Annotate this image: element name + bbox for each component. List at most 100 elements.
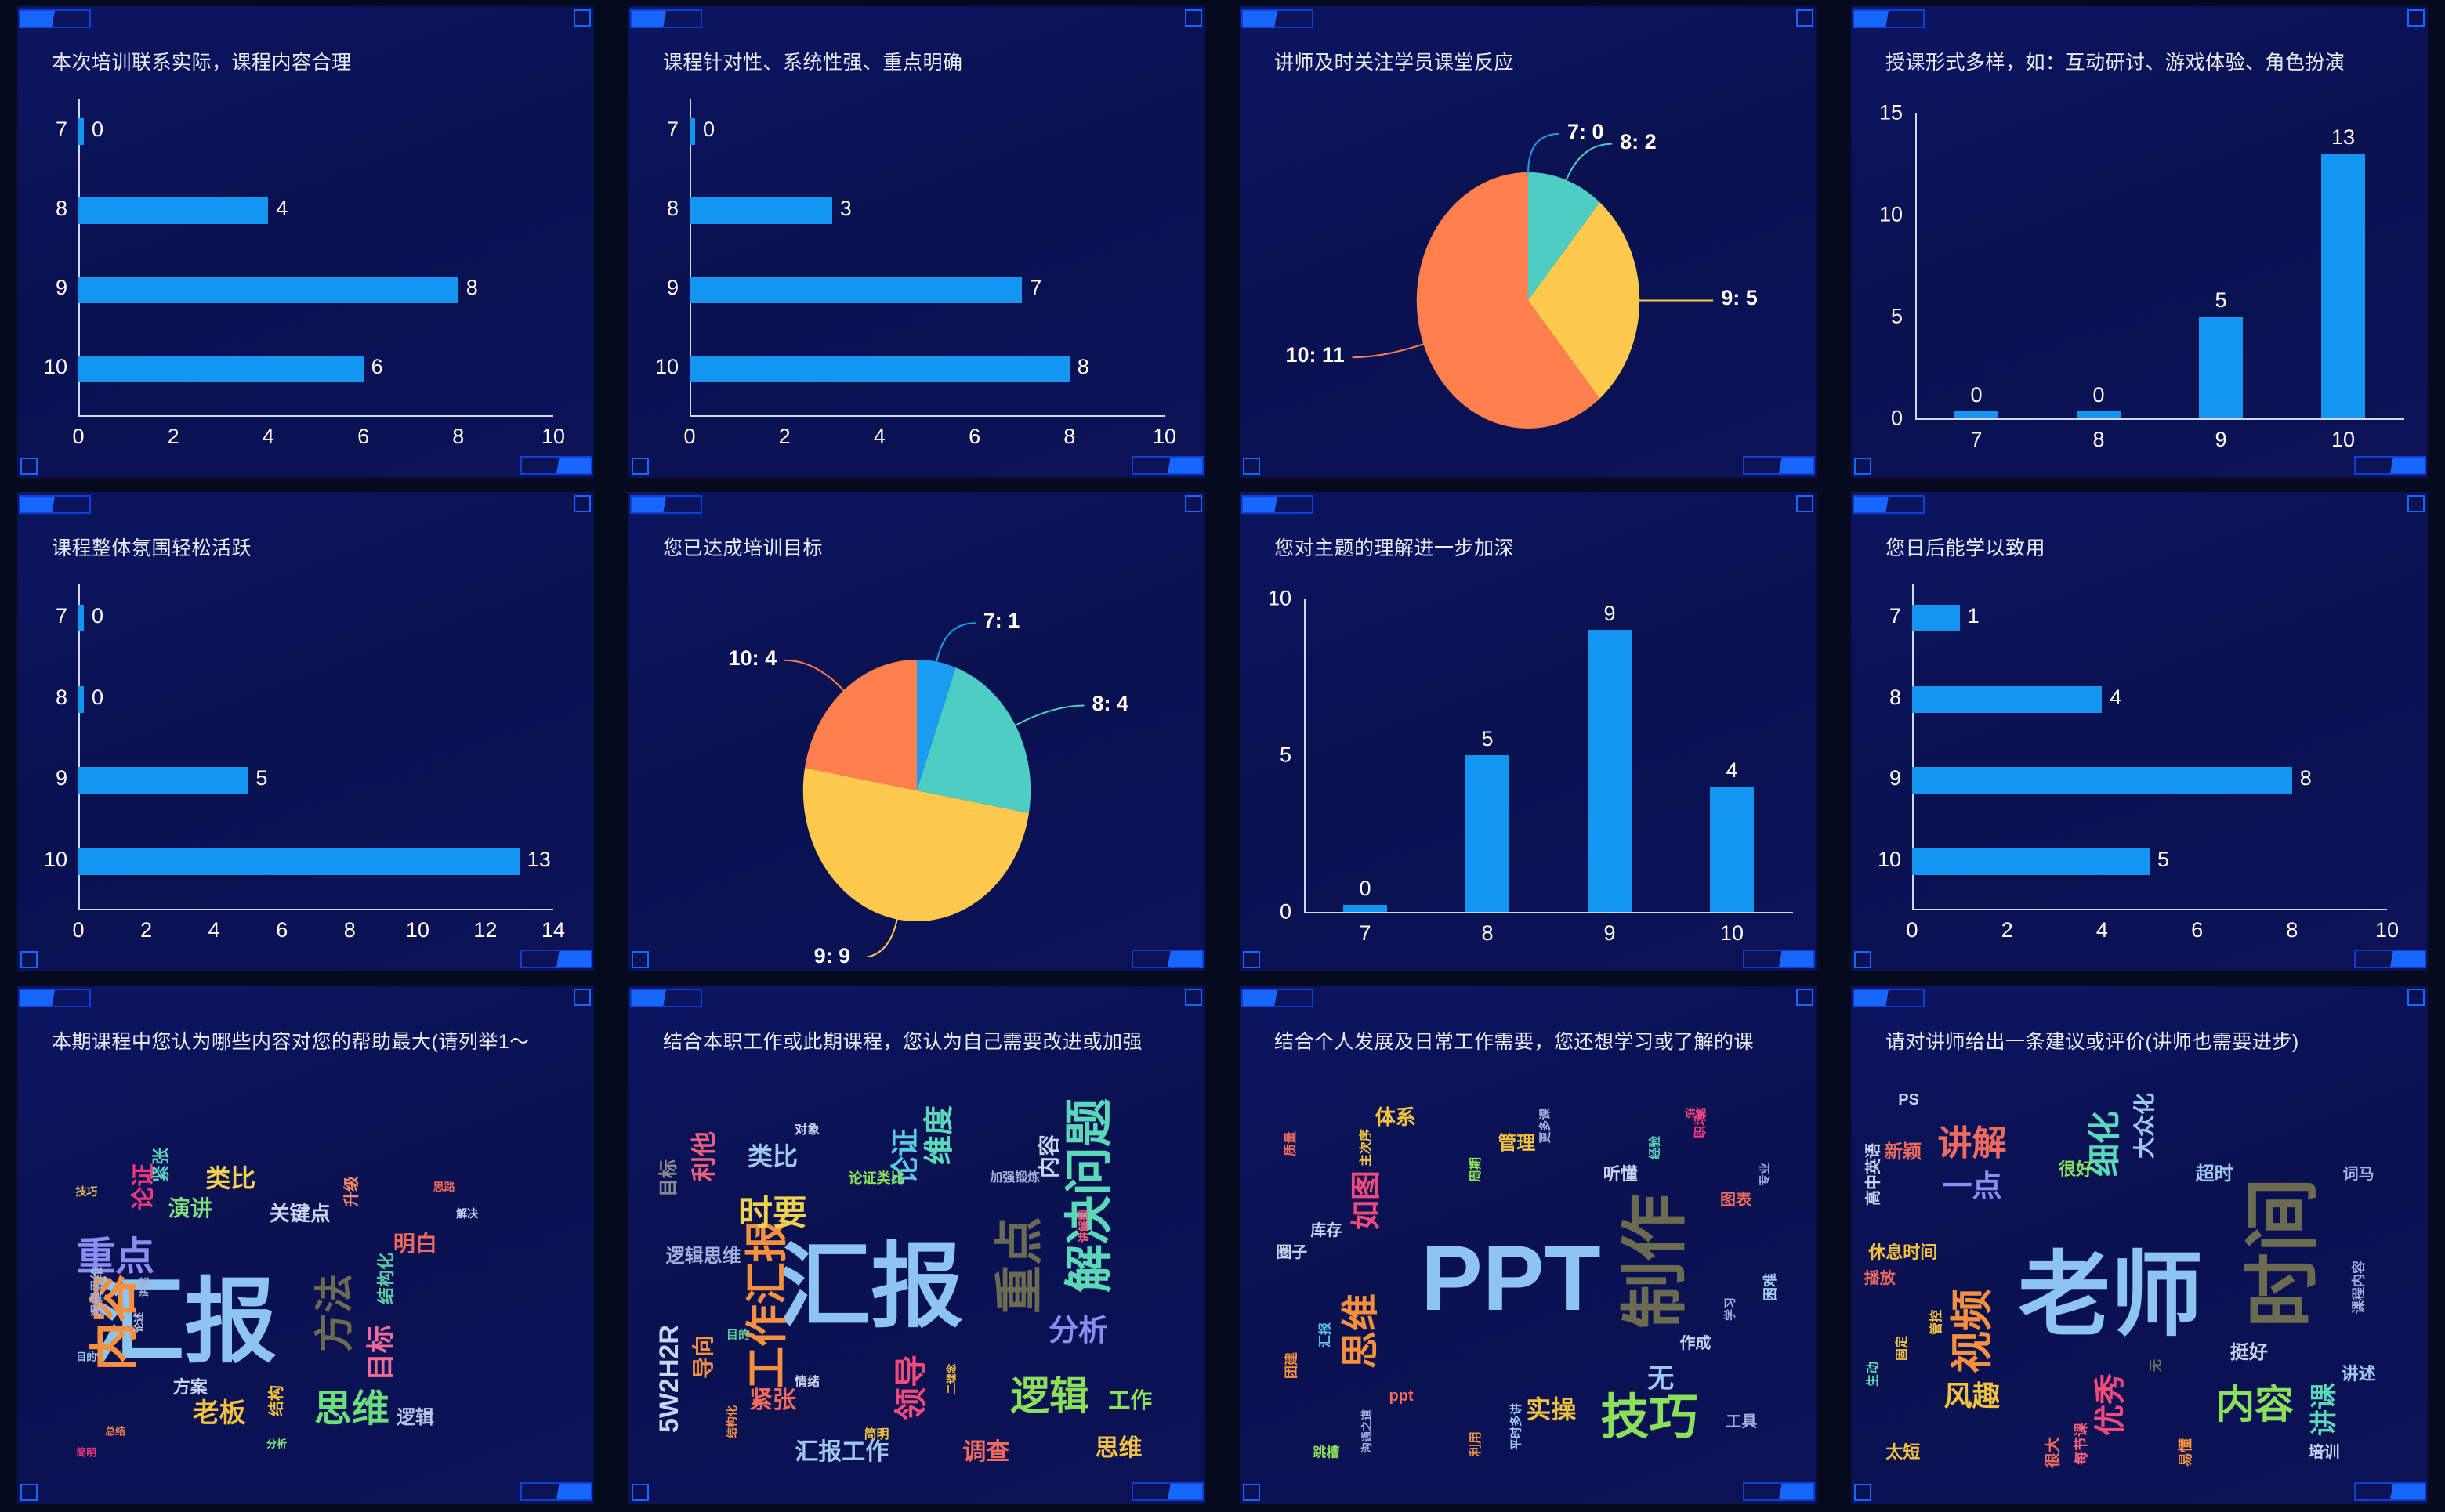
column [2321,154,2365,418]
bar [690,197,832,225]
bar [1912,767,2292,794]
x-axis-tick: 0 [683,425,696,448]
panel-title: 本次培训联系实际，课程内容合理 [52,52,352,74]
x-axis-tick: 7 [1359,921,1371,945]
word-cloud-term: 易懂 [2177,1438,2193,1467]
x-axis-tick: 2 [2001,918,2013,942]
word-cloud-term: 类比 [205,1164,256,1193]
corner-decoration-tl [1241,495,1313,514]
bar-category-label: 10 [654,355,679,379]
word-cloud-term: 调查 [962,1439,1010,1466]
bar [78,685,84,713]
panel-title: 您日后能学以致用 [1885,537,2046,559]
word-cloud-term: 重点 [993,1217,1048,1315]
x-axis-line [690,415,1165,417]
corner-decoration-tr [2407,989,2425,1006]
pie-slice-label: 8: 2 [1620,129,1657,154]
pie-leader-line [1352,342,1425,359]
column-value-label: 0 [1970,383,1983,407]
word-cloud-term: 时要 [738,1193,807,1232]
bar-value-label: 0 [92,118,104,142]
y-axis-line [690,99,691,415]
word-cloud-term: 论述 [132,1311,145,1333]
word-cloud-term: 简明 [864,1428,889,1442]
pie-chart: 7: 1 8: 4 9: 9 10: 4 [628,578,1205,968]
word-cloud-term: 讲述 [138,1277,150,1298]
word-cloud-term: 逻辑思维 [91,1266,105,1317]
word-cloud-term: 讲解 [1684,1106,1707,1120]
x-axis-tick: 2 [778,425,791,448]
pie-slice [1528,202,1640,399]
x-axis-tick: 14 [541,918,566,942]
word-cloud-term: 时间 [2241,1177,2325,1328]
column-chart: 0 5 10 0 7 5 8 9 9 4 10 [1240,578,1817,957]
word-cloud-term: 质量 [1284,1130,1299,1156]
word-cloud-term: 内容 [2215,1383,2295,1427]
pie-slice [917,660,956,791]
bar-category-label: 10 [43,847,67,871]
pie-leader-line [935,622,976,664]
word-cloud-term: 二理念 [945,1363,958,1394]
x-axis-tick: 6 [276,918,288,942]
bar [78,197,269,225]
word-cloud-term: 太短 [1885,1442,1921,1463]
pie-slice-label: 7: 0 [1567,119,1604,143]
word-cloud-term: 逻辑 [396,1406,434,1428]
word-cloud-term: 思维 [1095,1434,1143,1461]
word-cloud-term: 平时多讲 [1509,1403,1523,1451]
corner-decoration-tl [630,9,702,28]
word-cloud-term: 目标 [657,1159,679,1198]
column [2199,317,2243,418]
panel-p11: 结合个人发展及日常工作需要，您还想学习或了解的课 PPT 制作 技巧 思维 如图无实操 体系… [1240,986,1817,1504]
panel-title: 您对主题的理解进一步加深 [1274,537,1515,559]
word-cloud: 老师 时间 视频 内容 讲解 细化 优秀 一点 风趣 讲课 大众化 挺好 新颖 超时 休息时间 太短 讲述 很好播… [1851,1061,2428,1496]
pie-slice-label: 8: 4 [1092,691,1129,715]
word-cloud-term: 讲述 [2341,1364,2376,1384]
word-cloud-term: 思维 [313,1387,389,1430]
bar-category-label: 7 [55,118,67,142]
word-cloud-term: 大众化 [2132,1093,2157,1159]
x-axis-tick: 8 [2092,428,2105,451]
corner-decoration-tr [1796,9,1813,27]
word-cloud-term: 逻辑 [1010,1374,1089,1419]
word-cloud-term: 汇报 [1319,1322,1333,1348]
pie-chart: 7: 0 8: 2 9: 5 10: 11 [1240,92,1817,464]
bar-value-label: 0 [92,685,104,709]
word-cloud-term: 课程内容 [2351,1261,2367,1315]
x-axis-tick: 2 [140,918,153,942]
word-cloud-term: 无 [2150,1359,2164,1373]
bar [78,277,458,304]
word-cloud-term: 目标 [364,1324,397,1381]
horizontal-bar-chart: 7 0 8 4 9 8 10 6 0 2 4 6 8 10 [17,92,594,464]
word-cloud-term: 体系 [1375,1105,1416,1130]
x-axis-tick: 9 [1603,921,1616,945]
word-cloud-term: 关键点 [269,1201,331,1225]
corner-decoration-tr [1796,989,1813,1006]
word-cloud-term: 逻辑思维 [665,1246,741,1268]
bar-category-label: 7 [1889,604,1901,628]
word-cloud-term: 维度 [923,1105,957,1165]
word-cloud-term: 思路 [433,1181,455,1194]
word-cloud-term: 紧张 [151,1148,171,1183]
word-cloud-term: 团建 [1284,1352,1299,1380]
column-value-label: 5 [1481,727,1494,751]
word-cloud-term: 更多课 [1538,1108,1552,1144]
word-cloud-term: 分析 [266,1438,288,1450]
word-cloud-term: 利他 [689,1131,718,1182]
word-cloud-term: 结构化 [726,1405,739,1439]
x-axis-line [1912,909,2387,910]
word-cloud-term: 休息时间 [1868,1242,1938,1262]
panel-p3: 讲师及时关注学员课堂反应 7: 0 8: 2 9: 5 10: 11 [1240,6,1817,478]
word-cloud-term: 对象 [795,1123,820,1137]
corner-decoration-tl [1853,495,1925,514]
corner-decoration-tr [574,989,591,1006]
bar-value-label: 6 [371,355,383,379]
bar [690,277,1023,304]
panel-title: 课程针对性、系统性强、重点明确 [663,52,963,74]
word-cloud-term: 超时 [2195,1163,2233,1185]
word-cloud-term: 技巧 [1600,1390,1698,1445]
word-cloud-term: 结构 [268,1384,286,1416]
bar-category-label: 9 [55,766,67,790]
word-cloud-term: 工作 [1108,1387,1153,1413]
